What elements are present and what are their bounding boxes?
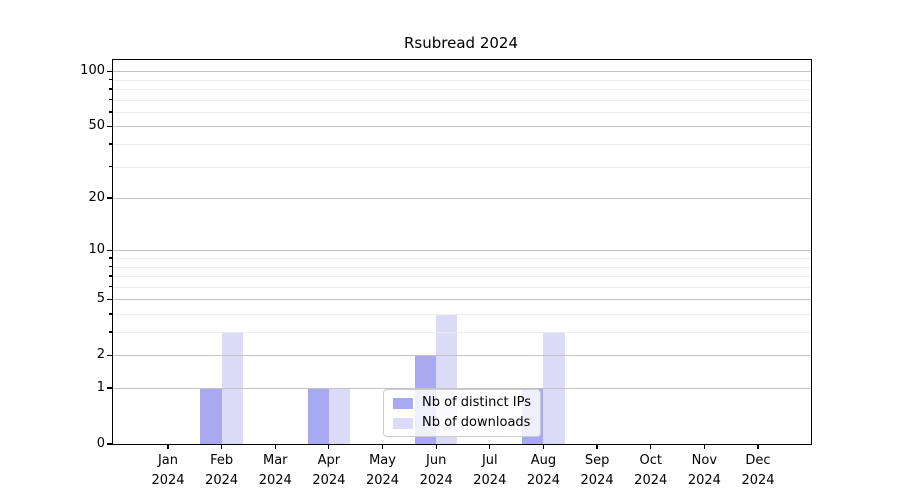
y-tick-label-2: 2 bbox=[96, 347, 105, 363]
x-tick-feb bbox=[221, 444, 223, 449]
x-tick-label-sep: Sep 2024 bbox=[580, 453, 614, 488]
bar-feb-series0 bbox=[200, 388, 222, 444]
y-tick-1 bbox=[106, 387, 112, 389]
x-tick-jan bbox=[167, 444, 169, 449]
gridline-40 bbox=[113, 144, 811, 145]
x-tick-label-apr: Apr 2024 bbox=[312, 453, 346, 488]
x-tick-apr bbox=[328, 444, 330, 449]
downloads-swatch-icon bbox=[393, 417, 414, 429]
y-tick-label-100: 100 bbox=[80, 63, 105, 79]
x-tick-label-aug: Aug 2024 bbox=[526, 453, 560, 488]
distinct-ips-swatch-icon bbox=[393, 397, 414, 409]
y-tick-label-20: 20 bbox=[88, 190, 105, 206]
x-tick-mar bbox=[274, 444, 276, 449]
gridline-50 bbox=[113, 126, 811, 128]
y-minor-tick-9 bbox=[108, 257, 112, 259]
gridline-4 bbox=[113, 313, 811, 315]
gridline-2 bbox=[113, 355, 811, 357]
gridline-70 bbox=[113, 99, 811, 101]
y-tick-label-10: 10 bbox=[88, 242, 105, 258]
y-minor-tick-4 bbox=[108, 313, 112, 315]
chart-title: Rsubread 2024 bbox=[404, 34, 518, 52]
gridline-20 bbox=[113, 198, 811, 200]
x-tick-dec bbox=[757, 444, 759, 449]
y-minor-tick-60 bbox=[108, 111, 112, 113]
y-tick-label-0: 0 bbox=[96, 436, 105, 451]
y-minor-tick-6 bbox=[108, 286, 112, 288]
x-tick-sep bbox=[596, 444, 598, 449]
y-minor-tick-40 bbox=[108, 143, 112, 145]
gridline-30 bbox=[113, 166, 811, 168]
x-tick-label-nov: Nov 2024 bbox=[687, 453, 721, 488]
gridline-90 bbox=[113, 79, 811, 81]
y-tick-10 bbox=[106, 249, 112, 251]
gridline-80 bbox=[113, 89, 811, 90]
y-tick-label-1: 1 bbox=[96, 380, 105, 395]
x-tick-label-feb: Feb 2024 bbox=[205, 453, 239, 488]
y-minor-tick-90 bbox=[108, 79, 112, 81]
y-tick-100 bbox=[106, 70, 112, 72]
x-tick-label-oct: Oct 2024 bbox=[634, 453, 668, 488]
gridline-8 bbox=[113, 266, 811, 268]
gridline-6 bbox=[113, 286, 811, 288]
x-tick-label-mar: Mar 2024 bbox=[258, 453, 292, 488]
x-tick-nov bbox=[703, 444, 705, 449]
legend: Nb of distinct IPs Nb of downloads bbox=[383, 389, 541, 437]
gridline-9 bbox=[113, 257, 811, 259]
legend-item-distinct-ips: Nb of distinct IPs bbox=[393, 396, 531, 410]
y-minor-tick-70 bbox=[108, 99, 112, 101]
y-tick-0 bbox=[106, 443, 112, 445]
legend-label-downloads: Nb of downloads bbox=[422, 415, 531, 430]
bar-apr-series1 bbox=[328, 388, 351, 444]
bar-apr-series0 bbox=[307, 388, 329, 444]
gridline-3 bbox=[113, 332, 811, 333]
x-tick-label-may: May 2024 bbox=[365, 453, 400, 488]
gridline-5 bbox=[113, 299, 811, 301]
x-tick-jul bbox=[489, 444, 491, 449]
y-tick-20 bbox=[106, 197, 112, 199]
gridline-60 bbox=[113, 111, 811, 113]
plot-area: Nb of distinct IPs Nb of downloads 0 1 2 5 1… bbox=[80, 59, 812, 488]
legend-item-downloads: Nb of downloads bbox=[393, 416, 531, 430]
y-tick-2 bbox=[106, 354, 112, 356]
x-tick-label-jul: Jul 2024 bbox=[473, 453, 507, 488]
legend-label-distinct-ips: Nb of distinct IPs bbox=[422, 395, 531, 410]
x-tick-oct bbox=[650, 444, 652, 449]
y-minor-tick-30 bbox=[108, 165, 112, 168]
gridline-7 bbox=[113, 276, 811, 278]
y-minor-tick-8 bbox=[108, 265, 112, 268]
x-tick-label-jun: Jun 2024 bbox=[419, 453, 453, 488]
y-tick-50 bbox=[106, 125, 112, 127]
gridline-10 bbox=[113, 250, 811, 252]
x-tick-label-dec: Dec 2024 bbox=[741, 453, 775, 488]
x-tick-aug bbox=[542, 444, 545, 449]
gridline-100 bbox=[113, 71, 811, 73]
gridline-1 bbox=[113, 388, 811, 389]
y-minor-tick-80 bbox=[108, 88, 112, 90]
y-minor-tick-3 bbox=[108, 331, 112, 333]
y-tick-label-50: 50 bbox=[88, 118, 105, 134]
y-tick-5 bbox=[106, 298, 112, 300]
x-tick-jun bbox=[435, 444, 437, 449]
y-tick-label-5: 5 bbox=[96, 291, 105, 307]
x-tick-may bbox=[381, 444, 384, 449]
y-minor-tick-7 bbox=[108, 275, 112, 277]
x-tick-label-jan: Jan 2024 bbox=[151, 453, 185, 488]
